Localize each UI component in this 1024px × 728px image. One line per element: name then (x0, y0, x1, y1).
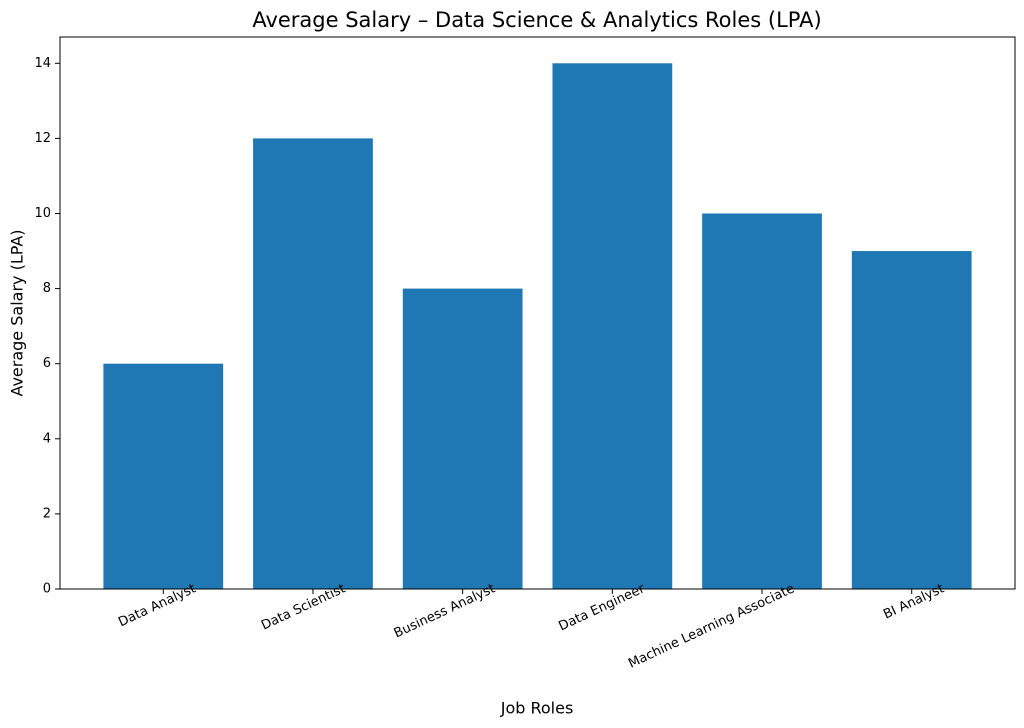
bar (702, 213, 822, 589)
plot-frame (59, 36, 1016, 590)
bar (552, 63, 673, 590)
x-tick-label: Machine Learning Associate (626, 581, 797, 671)
bar (103, 363, 224, 589)
y-tick-label: 8 (43, 281, 51, 296)
y-tick-label: 2 (43, 506, 51, 521)
y-tick-label: 10 (34, 206, 51, 221)
y-tick-label: 0 (43, 582, 51, 597)
x-tick-label: Business Analyst (392, 581, 498, 641)
y-tick-label: 14 (34, 56, 51, 71)
y-tick-label: 6 (43, 356, 51, 371)
y-tick-label: 4 (43, 431, 51, 446)
y-tick-label: 12 (34, 131, 51, 146)
bar (402, 288, 523, 589)
bar (851, 251, 972, 589)
chart-title: Average Salary – Data Science & Analytic… (252, 8, 821, 32)
y-axis-label: Average Salary (LPA) (8, 229, 27, 396)
x-axis-label: Job Roles (500, 699, 574, 718)
bar (253, 138, 373, 589)
